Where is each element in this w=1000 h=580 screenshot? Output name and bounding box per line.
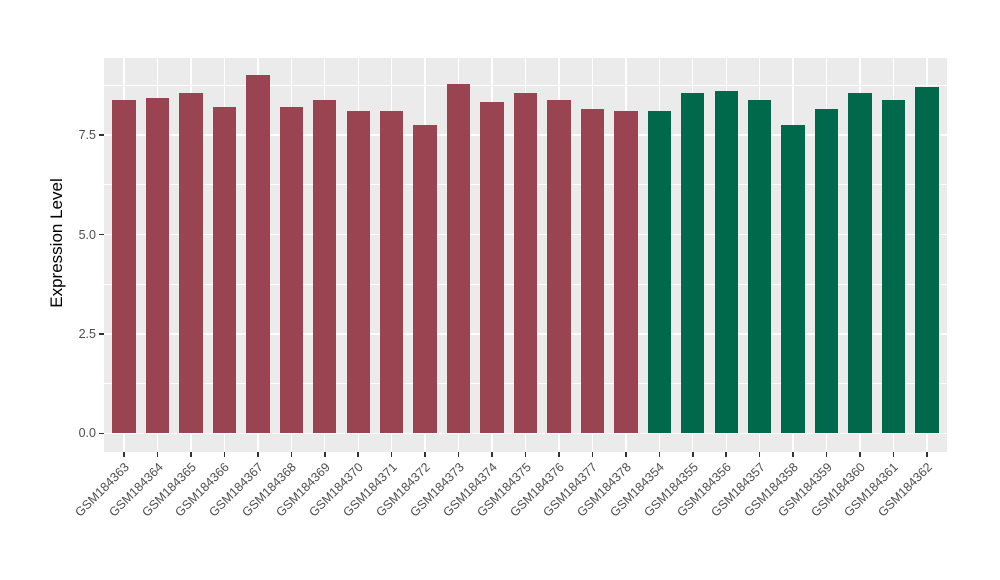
bar-GSM184377 xyxy=(580,109,605,434)
bar-GSM184368 xyxy=(279,107,304,434)
y-tick-mark xyxy=(99,134,104,136)
bar-GSM184364 xyxy=(145,98,170,434)
x-tick-mark xyxy=(591,452,594,457)
bar-GSM184354 xyxy=(647,111,671,434)
bar-GSM184358 xyxy=(781,125,805,434)
bar-GSM184360 xyxy=(848,93,872,434)
x-tick-mark xyxy=(926,452,928,457)
bar-GSM184367 xyxy=(246,74,270,434)
bar-GSM184376 xyxy=(547,99,571,434)
y-axis-title: Expression Level xyxy=(47,178,66,308)
bar-GSM184355 xyxy=(681,92,705,434)
bar-GSM184378 xyxy=(614,111,638,434)
x-tick-mark xyxy=(859,452,861,457)
x-tick-mark xyxy=(324,452,326,457)
bar-GSM184371 xyxy=(379,111,404,434)
x-tick-mark xyxy=(658,452,661,457)
y-tick-label: 2.5 xyxy=(78,326,96,341)
x-tick-mark xyxy=(725,452,727,457)
x-tick-mark xyxy=(457,452,460,457)
y-tick-mark xyxy=(99,333,104,335)
x-tick-mark xyxy=(625,452,627,457)
x-tick-mark xyxy=(758,452,761,457)
x-tick-mark xyxy=(558,452,560,457)
x-tick-mark xyxy=(223,452,226,457)
x-tick-mark xyxy=(257,452,259,457)
plot-panel xyxy=(104,58,947,452)
x-tick-mark xyxy=(792,452,794,457)
x-tick-mark xyxy=(491,452,493,457)
bar-GSM184370 xyxy=(346,111,370,434)
bar-GSM184363 xyxy=(112,99,136,434)
x-tick-mark xyxy=(892,452,895,457)
bar-GSM184362 xyxy=(915,86,939,434)
y-tick-mark xyxy=(99,233,104,236)
bar-GSM184373 xyxy=(446,84,471,434)
bar-GSM184375 xyxy=(513,92,538,434)
bar-GSM184361 xyxy=(881,99,906,434)
bar-GSM184372 xyxy=(413,125,437,434)
x-tick-mark xyxy=(357,452,359,457)
x-tick-mark xyxy=(825,452,828,457)
x-tick-mark xyxy=(390,452,393,457)
bar-GSM184359 xyxy=(814,109,839,434)
x-tick-mark xyxy=(190,452,192,457)
bar-GSM184365 xyxy=(179,92,203,434)
bar-GSM184374 xyxy=(480,102,504,434)
x-tick-mark xyxy=(290,452,293,457)
x-tick-mark xyxy=(524,452,527,457)
bar-GSM184366 xyxy=(212,107,237,434)
bar-GSM184356 xyxy=(714,90,738,434)
bar-GSM184357 xyxy=(747,99,772,434)
y-tick-label: 0.0 xyxy=(78,426,96,441)
x-tick-mark xyxy=(123,452,125,457)
x-tick-mark xyxy=(692,452,694,457)
x-tick-mark xyxy=(156,452,159,457)
y-tick-label: 7.5 xyxy=(78,128,96,142)
y-tick-label: 5.0 xyxy=(78,227,96,242)
x-tick-mark xyxy=(424,452,426,457)
y-tick-mark xyxy=(99,432,104,435)
bar-GSM184369 xyxy=(313,99,337,434)
